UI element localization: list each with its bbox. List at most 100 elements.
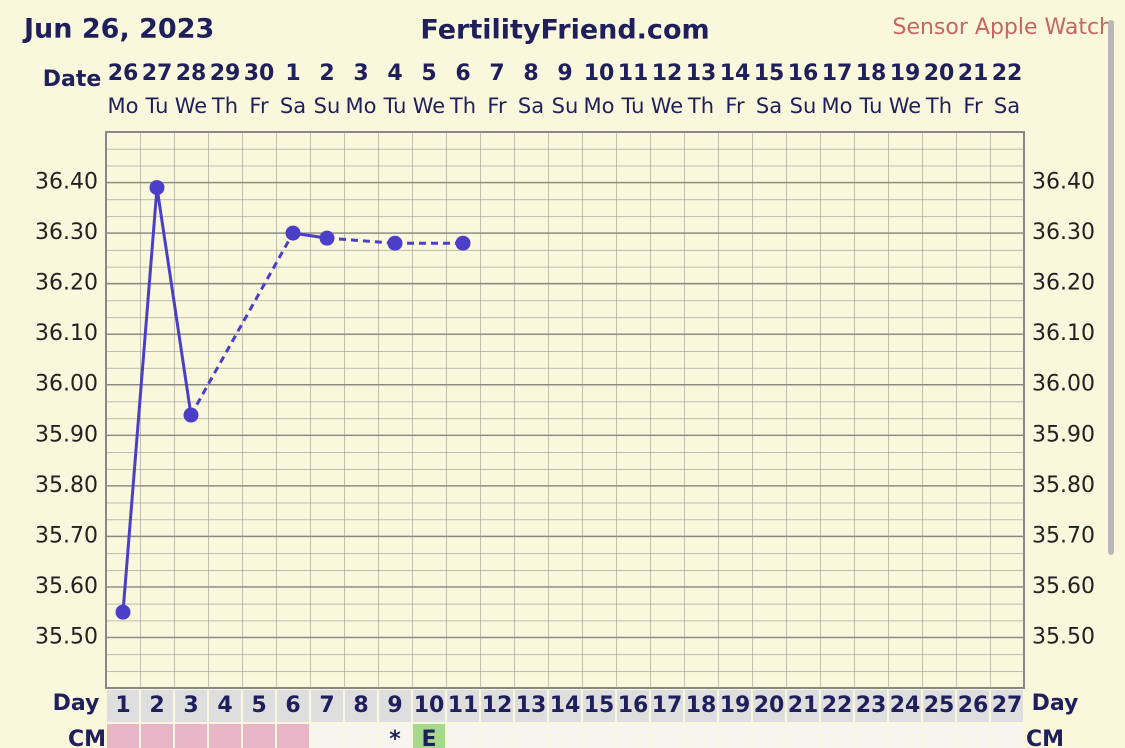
weekday: Fr: [725, 94, 745, 118]
cm-cell: [141, 724, 173, 748]
day-number: 19: [720, 693, 751, 718]
day-number: 7: [319, 693, 334, 718]
date-number: 15: [754, 61, 785, 86]
day-cell: [141, 690, 173, 722]
date-number: 26: [108, 61, 139, 86]
day-cell: [753, 690, 785, 722]
day-label-left: Day: [53, 691, 100, 716]
temp-point: [149, 180, 165, 196]
date-number: 20: [924, 61, 955, 86]
y-tick-label-right: 36.20: [1032, 271, 1095, 296]
day-number: 5: [251, 693, 266, 718]
cm-cell: [685, 724, 717, 748]
day-cell: [889, 690, 921, 722]
cm-mark: E: [421, 727, 436, 748]
day-number: 8: [353, 693, 368, 718]
cm-cell: [175, 724, 207, 748]
date-number: 5: [421, 61, 436, 86]
day-cell: [447, 690, 479, 722]
cm-label-right: CM: [1026, 727, 1064, 748]
date-number: 29: [210, 61, 241, 86]
day-number: 9: [387, 693, 402, 718]
day-number: 1: [115, 693, 130, 718]
day-number: 3: [183, 693, 198, 718]
y-tick-label-right: 36.00: [1032, 372, 1095, 397]
temp-point: [319, 230, 335, 246]
day-cell: [685, 690, 717, 722]
day-cell: [515, 690, 547, 722]
temp-line: [155, 187, 193, 416]
date-number: 21: [958, 61, 989, 86]
cm-cell-marked: [413, 724, 445, 748]
day-number: 14: [550, 693, 581, 718]
day-number: 18: [686, 693, 717, 718]
temp-point: [115, 604, 131, 620]
date-number: 16: [788, 61, 819, 86]
cm-cell: [787, 724, 819, 748]
day-cell: [651, 690, 683, 722]
day-number: 6: [285, 693, 300, 718]
weekday: We: [889, 94, 921, 118]
weekday: Tu: [859, 94, 883, 118]
weekday: Mo: [108, 94, 139, 118]
date-number: 28: [176, 61, 207, 86]
cm-cell: [345, 724, 377, 748]
day-cell: [821, 690, 853, 722]
weekday: We: [413, 94, 445, 118]
weekday: Th: [925, 94, 952, 118]
day-number: 23: [856, 693, 887, 718]
cm-cell: [753, 724, 785, 748]
cm-cell: [821, 724, 853, 748]
cm-cell: [651, 724, 683, 748]
date-number: 13: [686, 61, 717, 86]
weekday: Su: [314, 94, 341, 118]
chart-title: FertilityFriend.com: [420, 15, 709, 46]
cm-cell: [209, 724, 241, 748]
date-number: 27: [142, 61, 173, 86]
y-tick-label-left: 35.90: [35, 422, 98, 447]
day-cell: [345, 690, 377, 722]
y-tick-label-right: 36.30: [1032, 220, 1095, 245]
cm-cell: [311, 724, 343, 748]
date-number: 7: [489, 61, 504, 86]
day-cell: [175, 690, 207, 722]
date-number: 10: [584, 61, 615, 86]
day-number: 12: [482, 693, 513, 718]
day-number: 22: [822, 693, 853, 718]
weekday: Tu: [621, 94, 645, 118]
cm-cell: [379, 724, 411, 748]
cm-mark: *: [389, 727, 401, 748]
weekday: Sa: [280, 94, 306, 118]
weekday: Th: [449, 94, 476, 118]
date-number: 3: [353, 61, 368, 86]
cm-cell: [855, 724, 887, 748]
weekday: Fr: [487, 94, 507, 118]
day-cell: [107, 690, 139, 722]
cm-cell: [583, 724, 615, 748]
y-tick-label-left: 35.50: [35, 624, 98, 649]
cm-cell: [889, 724, 921, 748]
cm-cell: [719, 724, 751, 748]
y-tick-label-left: 35.80: [35, 473, 98, 498]
temp-point: [183, 407, 199, 423]
date-number: 30: [244, 61, 275, 86]
cm-cell: [549, 724, 581, 748]
cm-cell: [447, 724, 479, 748]
date-number: 17: [822, 61, 853, 86]
date-number: 4: [387, 61, 402, 86]
y-tick-label-left: 36.00: [35, 372, 98, 397]
day-number: 24: [890, 693, 921, 718]
date-number: 1: [285, 61, 300, 86]
day-cell: [957, 690, 989, 722]
day-number: 27: [992, 693, 1023, 718]
date-number: 12: [652, 61, 683, 86]
source-label: Sensor Apple Watch: [892, 15, 1113, 40]
y-tick-label-right: 35.80: [1032, 473, 1095, 498]
day-cell: [311, 690, 343, 722]
weekday: Fr: [963, 94, 983, 118]
weekday: Su: [552, 94, 579, 118]
y-tick-label-left: 36.30: [35, 220, 98, 245]
cm-cell: [991, 724, 1023, 748]
day-number: 26: [958, 693, 989, 718]
